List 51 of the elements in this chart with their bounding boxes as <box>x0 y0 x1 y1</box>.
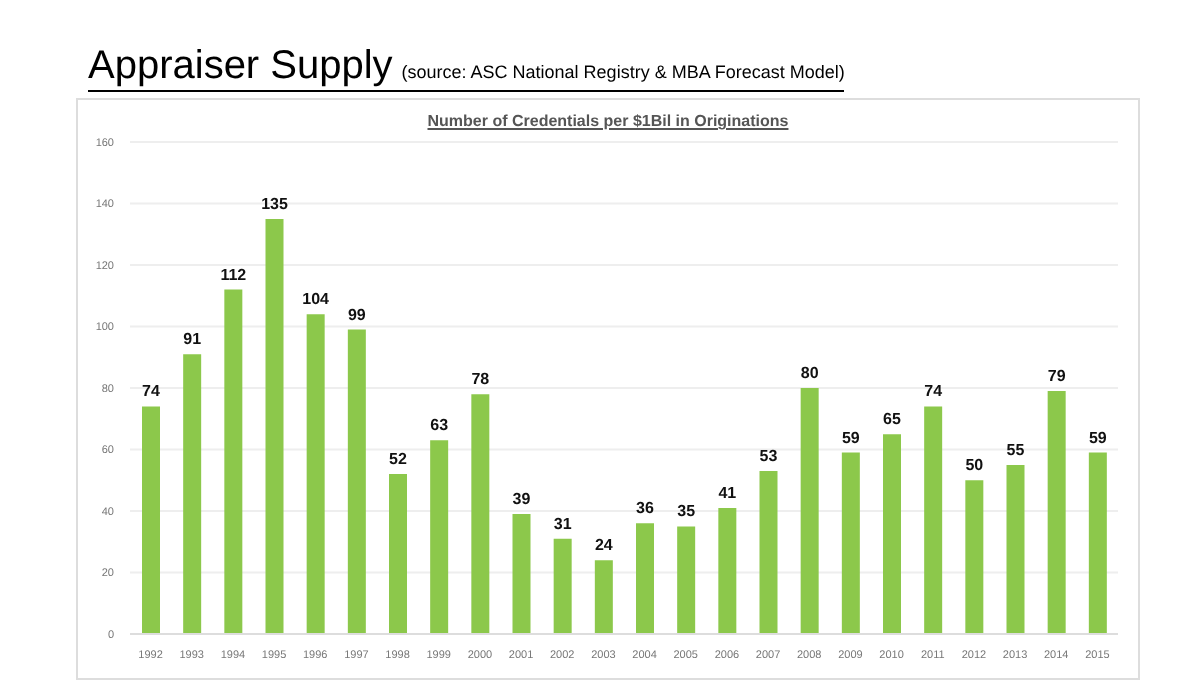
bar <box>677 526 696 634</box>
data-label: 91 <box>183 330 203 349</box>
bar <box>430 440 449 634</box>
data-label: 79 <box>1047 367 1067 386</box>
bar <box>883 434 901 634</box>
bar <box>800 388 819 634</box>
chart-title: Appraiser Supply <box>88 44 393 88</box>
data-label: 52 <box>389 450 408 469</box>
data-label: 74 <box>924 382 944 401</box>
data-label: 63 <box>430 416 450 435</box>
data-label: 31 <box>553 514 573 533</box>
data-label: 55 <box>1006 440 1026 459</box>
data-label: 41 <box>718 483 738 502</box>
data-label: 59 <box>1088 428 1108 447</box>
bar <box>841 452 860 634</box>
bar <box>347 329 366 634</box>
bar <box>718 507 737 634</box>
bar <box>594 560 613 634</box>
bar <box>512 514 531 634</box>
data-label: 24 <box>594 536 614 555</box>
bar <box>265 218 284 634</box>
bar <box>1088 452 1107 634</box>
bar <box>183 354 202 634</box>
bar <box>471 394 490 634</box>
bar <box>306 314 325 634</box>
bar <box>553 538 572 634</box>
data-label: 35 <box>677 502 697 521</box>
data-label: 39 <box>512 490 532 509</box>
bar <box>1006 464 1025 634</box>
bar <box>1047 391 1066 634</box>
text: Number of Credentials per $1Bil in Originations <box>425 112 791 130</box>
bar <box>759 471 778 634</box>
data-label: 53 <box>759 447 779 466</box>
data-label: 104 <box>302 290 331 309</box>
data-label: 135 <box>261 194 289 213</box>
data-label: 74 <box>142 382 161 401</box>
bar <box>142 406 160 634</box>
data-label: 59 <box>841 428 861 447</box>
bar <box>389 474 407 634</box>
data-label: 80 <box>800 364 820 382</box>
data-label: 50 <box>965 456 985 475</box>
data-label: 36 <box>636 499 655 518</box>
data-label: 78 <box>471 370 491 389</box>
bar <box>965 480 984 634</box>
bar <box>924 406 943 634</box>
bar <box>224 289 243 634</box>
bar <box>636 523 654 634</box>
data-label: 65 <box>883 410 902 429</box>
chart-subtitle: (source: ASC National Registry & MBA Forecast Model) <box>401 62 845 82</box>
data-label: 99 <box>347 305 367 324</box>
data-label: 112 <box>220 265 248 284</box>
